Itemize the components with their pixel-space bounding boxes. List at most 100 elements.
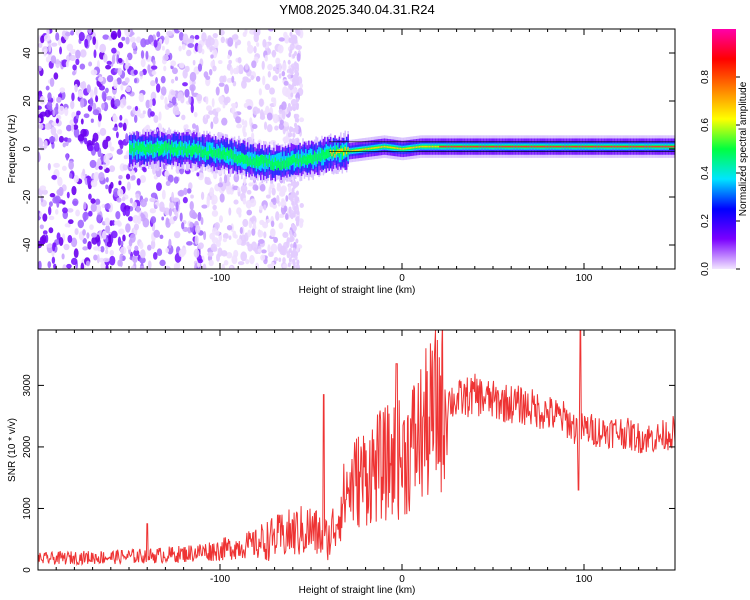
spectrogram-ridge-cell (488, 145, 491, 148)
spectrogram-noise-cell (294, 251, 298, 257)
spectrogram-noise-cell (39, 211, 43, 218)
spectrogram-noise-cell (90, 198, 96, 204)
spectrogram-noise-cell (223, 97, 229, 106)
spectrogram-noise-cell (111, 54, 116, 65)
spectrogram-noise-cell (94, 141, 100, 152)
spectrogram-ridge-cell (316, 154, 319, 158)
spectrogram-noise-cell (296, 196, 300, 202)
spectrogram-noise-cell (123, 155, 128, 160)
spectrogram-noise-cell (106, 74, 114, 83)
spectrogram-noise-cell (74, 228, 79, 236)
spectrogram-noise-cell (75, 58, 80, 66)
spectrogram-noise-cell (280, 245, 287, 256)
spectrogram-noise-cell (95, 95, 99, 103)
spectrogram-ridge-cell (420, 145, 422, 148)
spectrogram-ridge-cell (287, 160, 290, 170)
spectrogram-noise-cell (291, 200, 295, 206)
spectrogram-noise-cell (142, 110, 146, 115)
spectrogram-ridge-cell (278, 152, 281, 168)
spectrogram-ridge-cell (201, 151, 204, 156)
spectrogram-ridge-cell (456, 145, 459, 148)
spectrogram-ridge-cell (219, 154, 221, 159)
spectrogram-noise-cell (229, 190, 234, 195)
spectrogram-ridge-cell (155, 147, 157, 152)
spectrogram-ridge-cell (245, 154, 247, 164)
spectrogram-noise-cell (209, 187, 215, 197)
spectrogram-noise-cell (256, 42, 260, 47)
spectrogram-noise-cell (272, 197, 277, 206)
spectrogram-noise-cell (289, 132, 293, 138)
spectrogram-noise-cell (270, 97, 275, 103)
spectrogram-noise-cell (159, 259, 166, 267)
spectrogram-ridge-cell (169, 148, 172, 157)
spectrogram-noise-cell (212, 65, 217, 72)
spectrogram-noise-cell (247, 105, 252, 110)
spectrogram-ridge-cell (545, 145, 547, 148)
spectrogram-ridge-cell (501, 145, 504, 148)
spectrogram-noise-cell (287, 184, 292, 193)
spectrogram-ridge-cell (410, 147, 412, 149)
spectrogram-ridge-cell (411, 146, 413, 149)
spectrogram-ridge-cell (174, 144, 176, 153)
spectrogram-ridge-cell (476, 145, 479, 148)
spectrogram-noise-cell (74, 83, 78, 93)
spectrogram-noise-cell (110, 230, 118, 239)
spectrogram-ridge-cell (289, 158, 291, 162)
spectrogram-noise-cell (140, 249, 146, 259)
spectrogram-ridge-cell (274, 159, 277, 164)
spectrogram-ridge-cell (608, 145, 610, 148)
spectrogram-noise-cell (103, 154, 110, 164)
spectrogram-ridge-cell (268, 160, 271, 164)
spectrogram-noise-cell (278, 222, 284, 230)
spectrogram-ridge-cell (565, 145, 568, 148)
spectrogram-noise-cell (164, 170, 170, 177)
spectrogram-ridge-cell (462, 145, 464, 148)
spectrogram-noise-cell (161, 45, 165, 51)
spectrogram-ridge-cell (343, 152, 345, 156)
spectrogram-ridge-cell (363, 148, 365, 151)
spectrogram-noise-cell (96, 214, 102, 224)
spectrogram-noise-cell (156, 248, 163, 256)
spectrogram-noise-cell (289, 126, 293, 132)
spectrogram-noise-cell (99, 127, 107, 137)
spectrogram-noise-cell (296, 102, 300, 108)
spectrogram-noise-cell (66, 43, 74, 52)
spectrogram-noise-cell (258, 239, 265, 244)
spectrogram-noise-cell (41, 189, 48, 195)
spectrogram-noise-cell (173, 231, 181, 239)
spectrogram-ridge-cell (561, 145, 563, 148)
spectrogram-ridge-cell (152, 144, 154, 148)
spectrogram-noise-cell (53, 72, 59, 80)
spectrogram-noise-cell (149, 98, 153, 108)
spectrogram-noise-cell (150, 216, 157, 224)
spectrogram-noise-cell (76, 110, 81, 116)
spectrogram-ridge-cell (294, 161, 297, 166)
spectrogram-noise-cell (70, 237, 78, 248)
spectrogram-ridge-cell (262, 155, 265, 165)
spectrogram-noise-cell (38, 117, 42, 123)
spectrogram-noise-cell (288, 229, 292, 235)
spectrogram-noise-cell (64, 31, 71, 37)
spectrogram-noise-cell (120, 84, 124, 91)
spectrogram-ridge-cell (136, 146, 138, 150)
spectrogram-noise-cell (147, 260, 152, 269)
spectrogram-ridge-cell (136, 141, 138, 150)
spectrogram-noise-cell (77, 90, 84, 98)
spectrogram-noise-cell (126, 52, 133, 61)
spectrogram-ridge-cell (302, 155, 304, 164)
spectrogram-ridge-cell (407, 147, 409, 150)
spectrogram-noise-cell (299, 117, 305, 123)
spectrogram-ridge-cell (338, 149, 341, 158)
spectrogram-noise-cell (187, 43, 195, 48)
spectrogram-noise-cell (51, 174, 58, 180)
spectrogram-noise-cell (67, 208, 74, 213)
spectrogram-ridge-cell (325, 155, 328, 159)
spectrogram-ridge-cell (181, 145, 183, 149)
spectrogram-ridge-cell (389, 146, 392, 149)
spectrogram-ridge-cell (233, 156, 236, 161)
spectrogram-noise-cell (262, 38, 267, 48)
spectrogram-noise-cell (244, 120, 248, 128)
spectrogram-ridge-cell (283, 159, 285, 163)
spectrogram-ridge-cell (156, 147, 159, 151)
spectrogram-noise-cell (289, 106, 293, 112)
